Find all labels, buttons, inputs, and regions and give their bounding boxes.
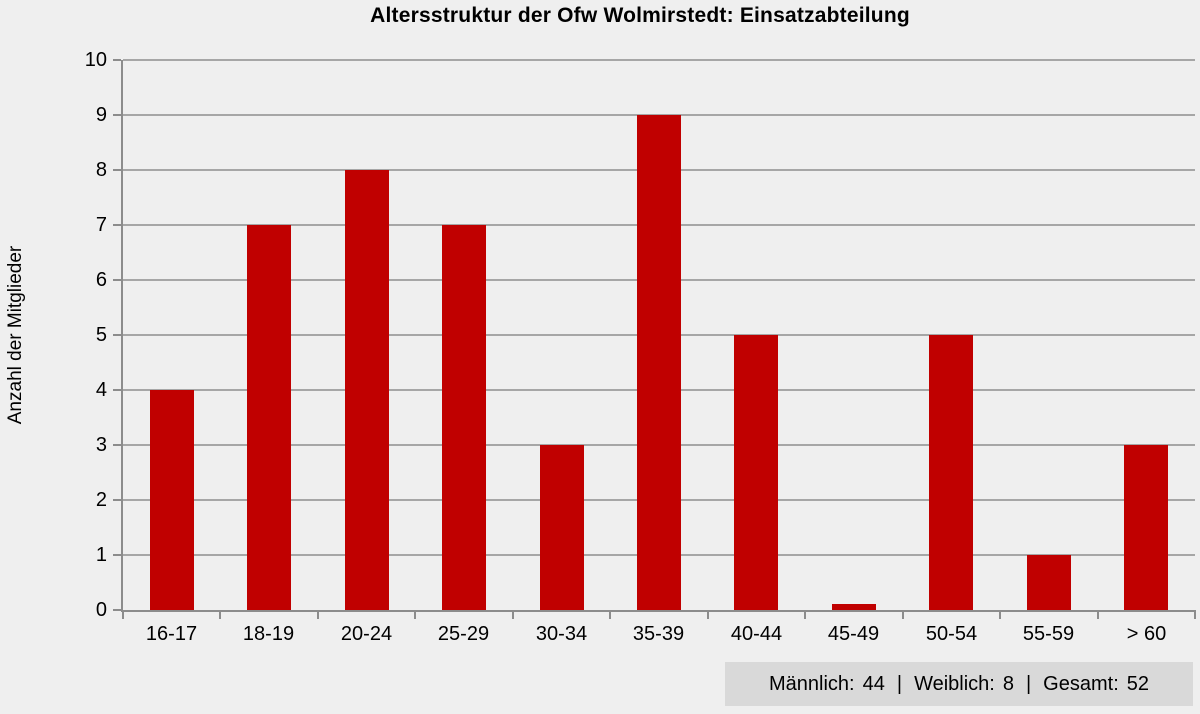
chart-title: Altersstruktur der Ofw Wolmirstedt: Eins… <box>370 4 910 27</box>
y-axis-title: Anzahl der Mitglieder <box>5 245 26 425</box>
x-tick <box>999 610 1001 619</box>
x-tick-label: 16-17 <box>145 623 198 645</box>
x-tick-label: 18-19 <box>242 623 295 645</box>
y-tick-label: 9 <box>95 104 107 126</box>
x-tick-label: 35-39 <box>632 623 685 645</box>
y-tick <box>113 499 121 501</box>
y-tick <box>113 279 121 281</box>
x-tick <box>1097 610 1099 619</box>
summary-value: 8 <box>1002 672 1014 695</box>
y-tick-label: 0 <box>95 599 107 621</box>
bar-35-39 <box>637 115 681 610</box>
x-tick <box>902 610 904 619</box>
x-tick <box>414 610 416 619</box>
y-tick <box>113 334 121 336</box>
y-tick-label: 1 <box>95 544 107 566</box>
summary-separator: | <box>1025 672 1032 695</box>
x-tick-label: 45-49 <box>827 623 880 645</box>
x-tick-label: 30-34 <box>535 623 588 645</box>
plot-area <box>123 59 1195 610</box>
bar-25-29 <box>442 225 486 610</box>
y-tick-label: 2 <box>95 489 107 511</box>
summary-label: Männlich: <box>769 672 855 695</box>
x-tick <box>219 610 221 619</box>
bar-18-19 <box>247 225 291 610</box>
x-tick-label: > 60 <box>1126 623 1167 645</box>
bar-45-49 <box>832 604 876 610</box>
y-tick-label: 7 <box>95 214 107 236</box>
x-tick-label: 20-24 <box>340 623 393 645</box>
x-tick <box>512 610 514 619</box>
y-tick-label: 10 <box>84 49 107 71</box>
x-tick <box>317 610 319 619</box>
y-tick-label: 5 <box>95 324 107 346</box>
summary-label: Gesamt: <box>1043 672 1119 695</box>
summary-box: Männlich: 44 | Weiblich: 8 | Gesamt: 52 <box>725 662 1193 706</box>
y-axis-line <box>121 60 123 612</box>
y-tick <box>113 444 121 446</box>
x-tick-label: 25-29 <box>437 623 490 645</box>
summary-label: Weiblich: <box>914 672 995 695</box>
y-tick <box>113 389 121 391</box>
y-tick <box>113 554 121 556</box>
x-tick <box>804 610 806 619</box>
gridline <box>123 59 1195 61</box>
x-axis-line <box>121 610 1195 612</box>
x-tick <box>609 610 611 619</box>
y-tick <box>113 609 121 611</box>
x-tick-label: 55-59 <box>1022 623 1075 645</box>
x-tick-label: 40-44 <box>730 623 783 645</box>
y-tick <box>113 169 121 171</box>
bar-40-44 <box>734 335 778 610</box>
bar-60 <box>1124 445 1168 610</box>
x-tick-label: 50-54 <box>925 623 978 645</box>
y-tick-label: 6 <box>95 269 107 291</box>
summary-value: 44 <box>862 672 885 695</box>
bar-30-34 <box>540 445 584 610</box>
y-tick <box>113 114 121 116</box>
summary-value: 52 <box>1126 672 1149 695</box>
y-tick-label: 4 <box>95 379 107 401</box>
bar-16-17 <box>150 390 194 610</box>
x-tick <box>122 610 124 619</box>
summary-separator: | <box>896 672 903 695</box>
y-tick <box>113 224 121 226</box>
y-tick-label: 3 <box>95 434 107 456</box>
bar-20-24 <box>345 170 389 610</box>
y-tick-label: 8 <box>95 159 107 181</box>
bar-55-59 <box>1027 555 1071 610</box>
y-tick <box>113 59 121 61</box>
x-tick <box>707 610 709 619</box>
bar-50-54 <box>929 335 973 610</box>
x-tick <box>1194 610 1196 619</box>
